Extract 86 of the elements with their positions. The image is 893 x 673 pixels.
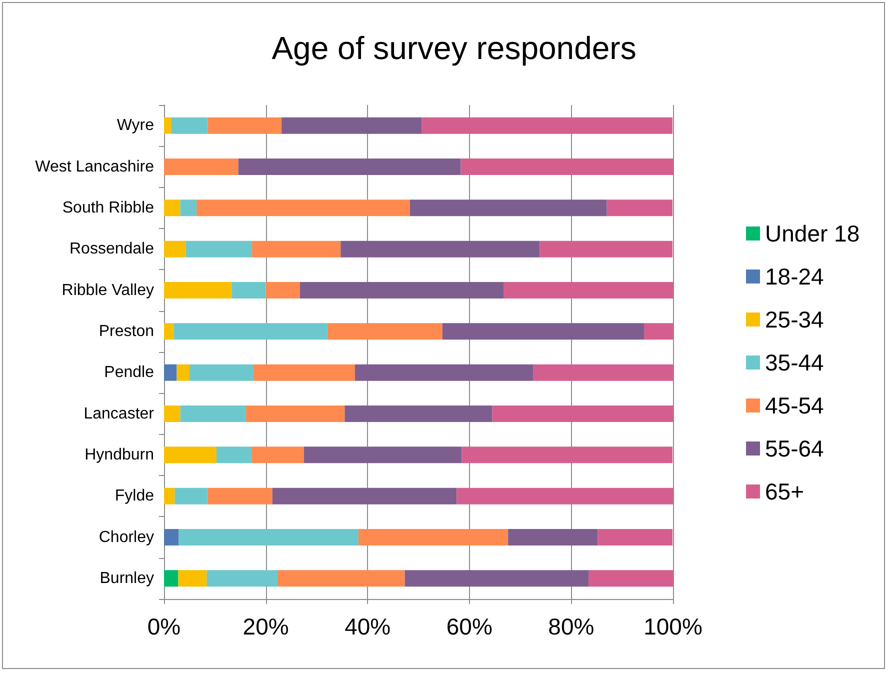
bar <box>540 240 672 258</box>
bar <box>278 570 405 587</box>
y-tick-label: Hyndburn <box>84 446 154 464</box>
bar <box>404 570 589 587</box>
bar <box>164 240 186 258</box>
bar <box>164 529 179 546</box>
x-tick-label: 60% <box>446 614 492 640</box>
legend-label: 45-54 <box>765 392 824 418</box>
x-tick-label: 100% <box>644 614 702 640</box>
y-tick-label: Wyre <box>116 117 154 134</box>
bar <box>442 323 644 340</box>
y-tick-label: Ribble Valley <box>62 282 154 299</box>
bar <box>174 323 328 340</box>
bar <box>171 117 208 134</box>
bar <box>354 364 534 381</box>
legend-label: 25-34 <box>765 306 824 332</box>
legend-label: Under 18 <box>765 220 860 246</box>
bar <box>164 323 174 340</box>
bar <box>178 529 358 546</box>
chart-title: Age of survey responders <box>272 30 636 66</box>
y-tick-label: Chorley <box>98 528 154 546</box>
legend-label: 18-24 <box>765 264 824 290</box>
legend-label: 35-44 <box>765 350 824 376</box>
bar <box>178 570 207 587</box>
bar <box>606 200 672 216</box>
y-tick-label: South Ribble <box>62 199 154 216</box>
legend-label: 65+ <box>765 478 804 504</box>
bar <box>164 282 232 298</box>
bar <box>238 158 461 175</box>
bar <box>327 323 442 340</box>
y-tick-label: Preston <box>98 322 154 340</box>
bar <box>164 200 180 216</box>
bar <box>422 117 672 134</box>
bar <box>598 529 672 546</box>
bar <box>272 488 457 504</box>
legend-label: 55-64 <box>765 436 824 462</box>
y-tick-label: Burnley <box>100 570 154 587</box>
bar <box>492 406 673 422</box>
bar <box>460 158 673 175</box>
y-tick-label: Lancaster <box>84 405 155 422</box>
bar <box>410 200 607 216</box>
y-tick-label: Rossendale <box>70 240 154 258</box>
y-tick-label: West Lancashire <box>35 158 154 176</box>
bar <box>340 240 540 258</box>
y-tick-label: Fylde <box>114 488 154 505</box>
bar <box>186 240 252 258</box>
bar <box>300 282 504 298</box>
bar <box>304 446 462 464</box>
bar <box>358 529 508 546</box>
x-tick-label: 20% <box>242 614 289 640</box>
bar <box>164 158 238 175</box>
bar <box>180 200 197 216</box>
bar <box>344 406 492 422</box>
bar <box>164 570 178 587</box>
bar <box>456 488 673 504</box>
x-tick-label: 80% <box>548 614 594 640</box>
bar <box>174 488 208 504</box>
bar <box>644 323 673 340</box>
bar <box>164 488 175 504</box>
bar <box>164 406 180 422</box>
bar <box>180 406 246 422</box>
bar <box>208 117 282 134</box>
bar <box>253 364 355 381</box>
bar <box>164 117 172 134</box>
bar <box>164 364 177 381</box>
bar <box>588 570 673 587</box>
bar <box>266 282 300 298</box>
bar <box>533 364 673 381</box>
y-tick-label: Pendle <box>104 364 154 382</box>
bar <box>164 446 216 464</box>
bar <box>252 446 304 464</box>
bar <box>462 446 672 464</box>
bar <box>196 200 410 216</box>
bar <box>246 406 345 422</box>
bar <box>282 117 422 134</box>
x-tick-label: 0% <box>147 614 181 640</box>
bar <box>508 529 598 546</box>
x-tick-label: 40% <box>344 614 391 640</box>
bar <box>216 446 252 464</box>
bar <box>504 282 673 298</box>
bar <box>206 570 278 587</box>
bar <box>176 364 190 381</box>
bar <box>189 364 254 381</box>
bar <box>207 488 272 504</box>
bar <box>232 282 266 298</box>
bar <box>252 240 341 258</box>
